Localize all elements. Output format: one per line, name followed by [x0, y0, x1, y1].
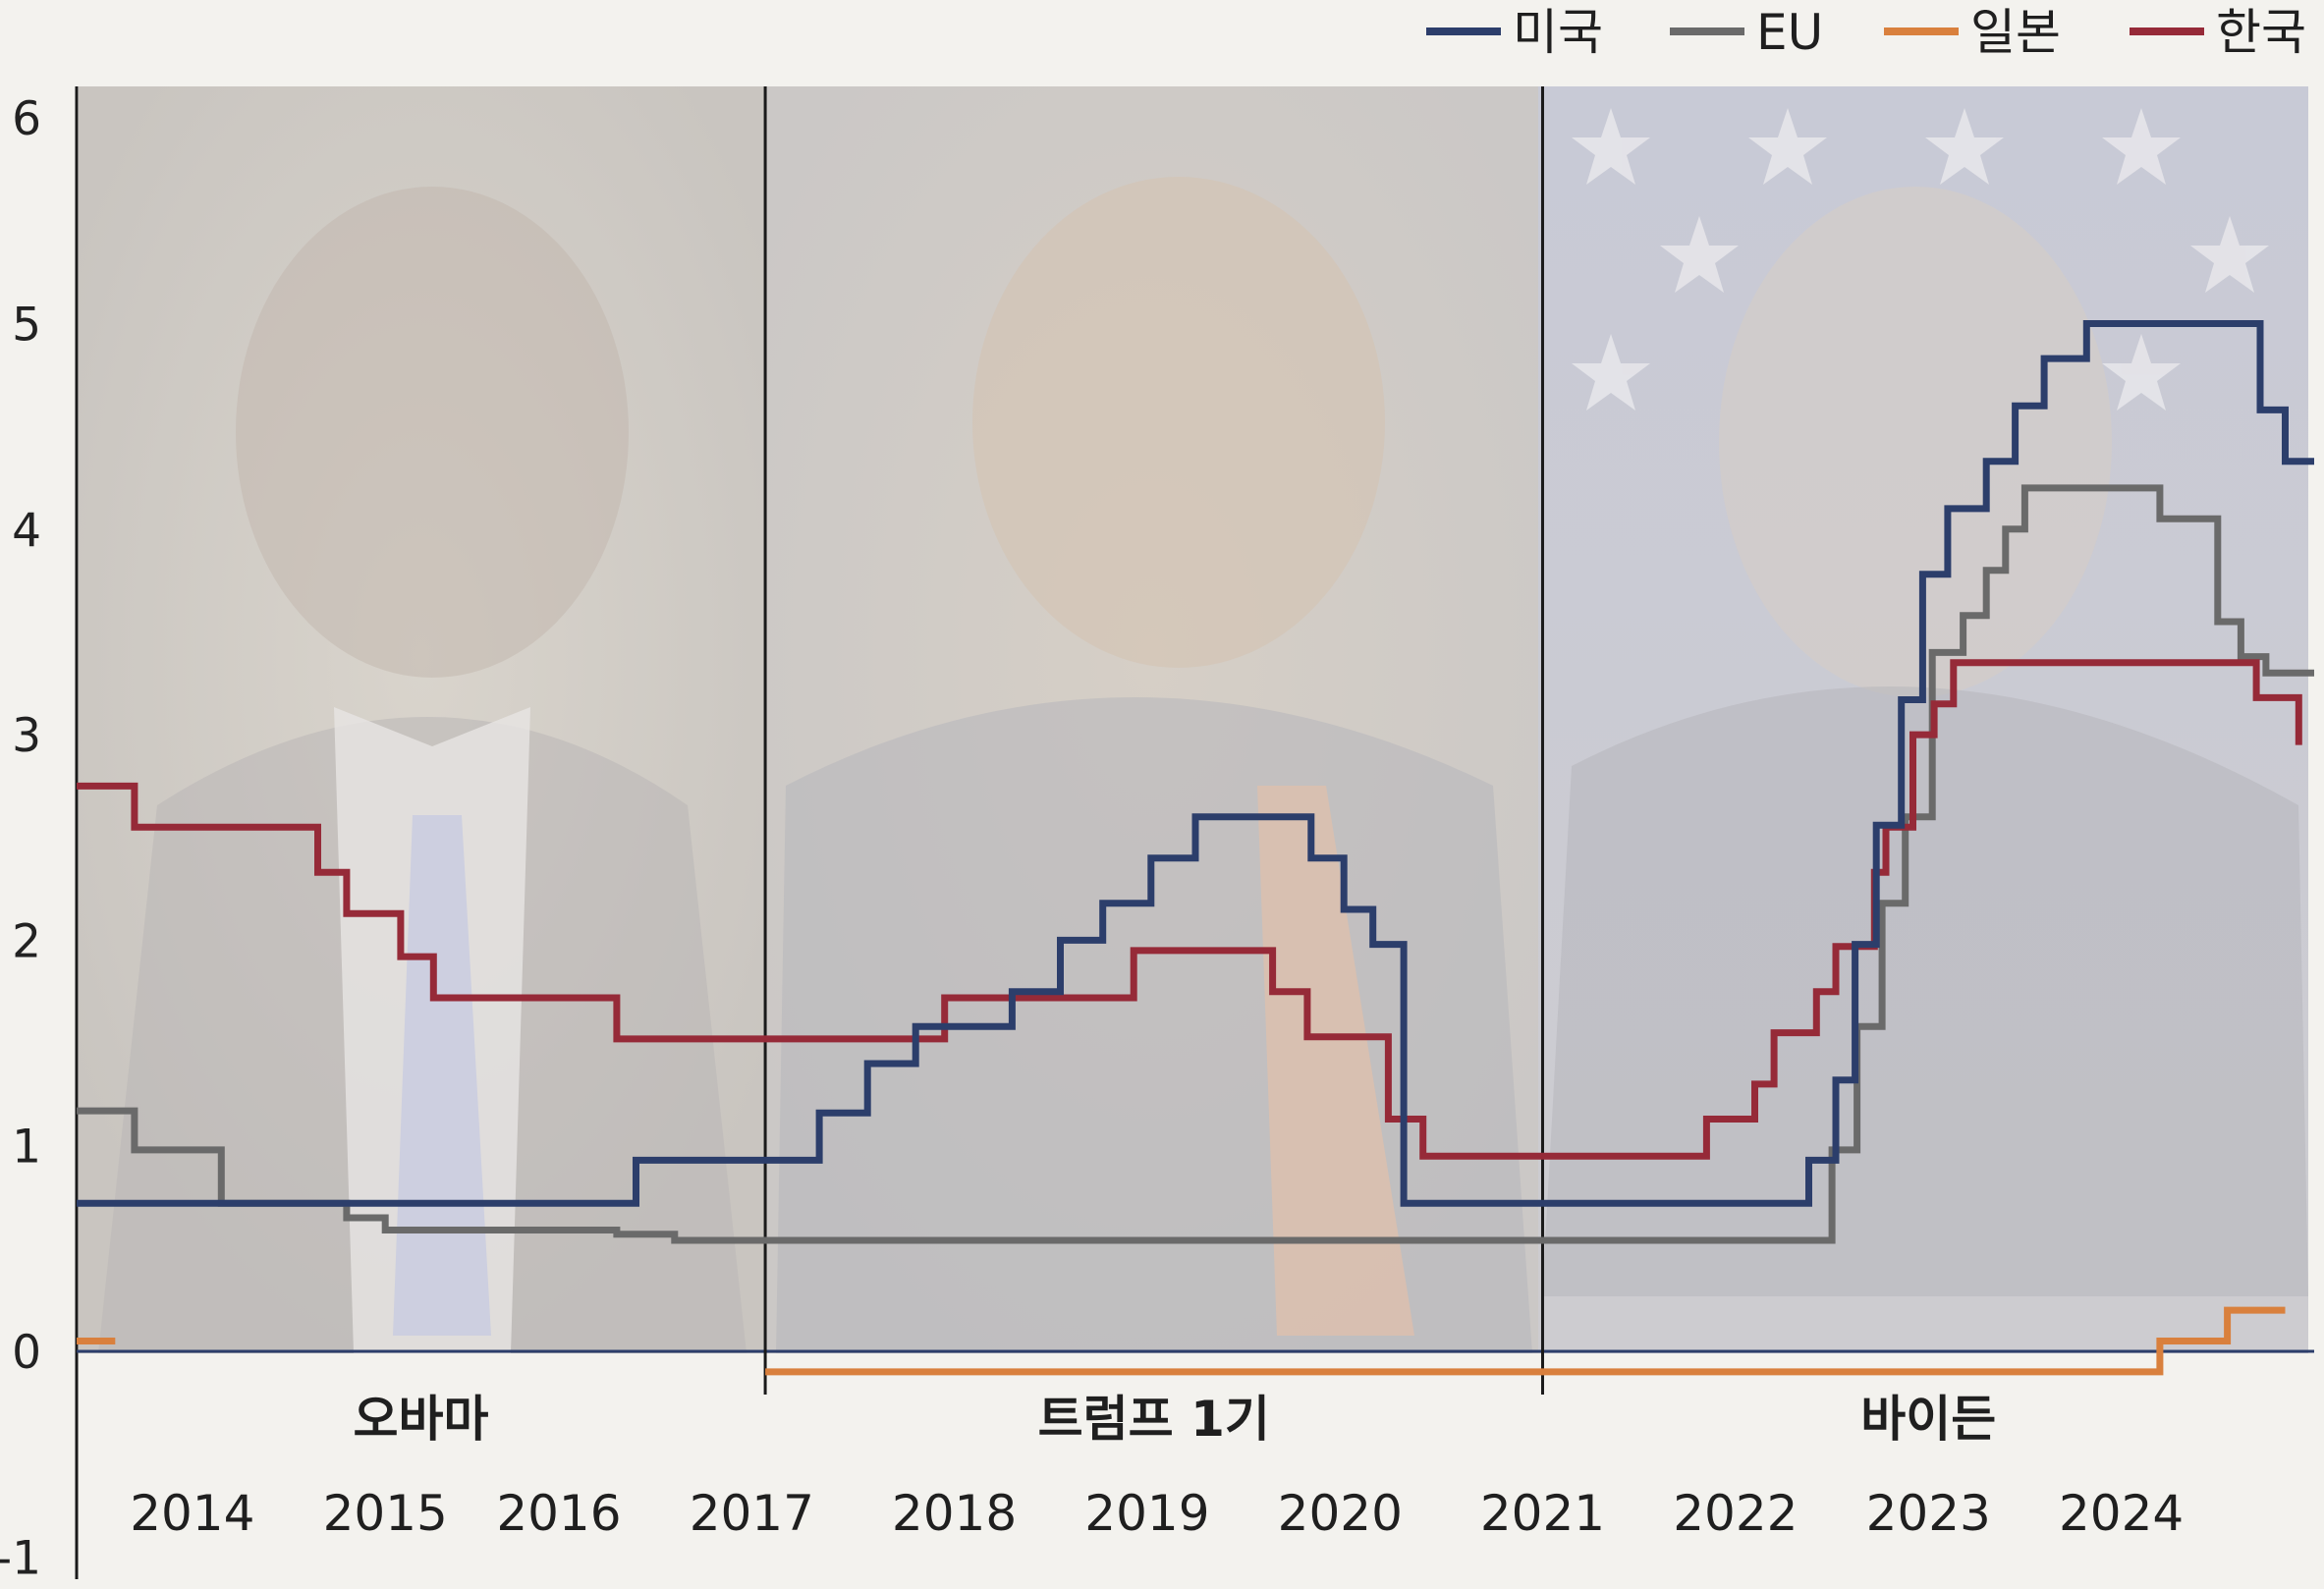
legend-label-eu: EU — [1756, 4, 1823, 61]
era-label: 바이든 — [1860, 1391, 1996, 1448]
era-label: 오바마 — [354, 1391, 489, 1448]
star-icon — [1572, 108, 2269, 411]
trump-portrait — [972, 177, 1385, 668]
x-tick-label: 2024 — [2059, 1485, 2184, 1542]
legend-item-korea: 한국 — [2130, 4, 2306, 61]
series-line-미국 — [77, 320, 2314, 1207]
x-tick-label: 2020 — [1278, 1485, 1403, 1542]
y-tick-label: 1 — [12, 1121, 41, 1175]
x-tick-label: 2018 — [892, 1485, 1017, 1542]
x-tick-label: 2017 — [690, 1485, 814, 1542]
era-label: 트럼프 1기 — [1038, 1391, 1270, 1448]
x-tick-label: 2019 — [1084, 1485, 1209, 1542]
x-tick-label: 2015 — [323, 1485, 448, 1542]
biden-portrait — [1719, 187, 2112, 697]
legend-label-us: 미국 — [1513, 4, 1603, 61]
x-tick-label: 2022 — [1673, 1485, 1798, 1542]
biden-suit — [1542, 686, 2308, 1296]
trump-tie — [1257, 786, 1414, 1336]
background-photos — [79, 86, 2308, 1353]
legend: 미국 EU 일본 한국 — [1426, 4, 2306, 61]
legend-label-korea: 한국 — [2216, 4, 2306, 61]
y-tick-label: -1 — [0, 1531, 41, 1585]
x-tick-label: 2023 — [1866, 1485, 1991, 1542]
legend-item-eu: EU — [1670, 4, 1823, 61]
series-line-한국 — [77, 659, 2302, 1160]
trump-suit — [776, 697, 1532, 1353]
legend-label-japan: 일본 — [1970, 4, 2061, 61]
x-tick-label: 2021 — [1480, 1485, 1605, 1542]
y-tick-label: 6 — [12, 92, 41, 146]
x-tick-label: 2014 — [130, 1485, 254, 1542]
y-tick-label: 2 — [12, 914, 41, 968]
series-line-EU — [77, 484, 2314, 1244]
obama-portrait — [236, 187, 629, 678]
y-tick-label: 5 — [12, 299, 41, 353]
y-tick-label: 4 — [12, 504, 41, 558]
legend-item-japan: 일본 — [1884, 4, 2061, 61]
series-line-일본 — [765, 1306, 2286, 1376]
y-tick-label: 0 — [12, 1326, 41, 1380]
x-tick-label: 2016 — [496, 1485, 621, 1542]
legend-item-us: 미국 — [1426, 4, 1603, 61]
y-tick-label: 3 — [12, 709, 41, 763]
